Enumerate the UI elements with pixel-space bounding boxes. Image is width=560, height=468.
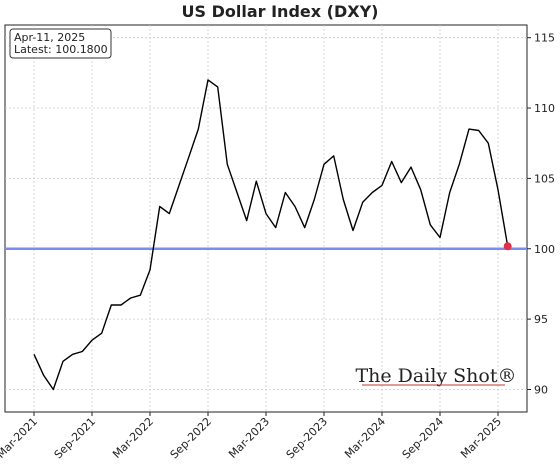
x-tick-label: Sep-2021 [52, 415, 98, 461]
y-tick-label: 90 [534, 383, 548, 396]
x-tick-label: Sep-2024 [400, 415, 446, 461]
x-tick-label: Mar-2022 [110, 415, 156, 461]
y-tick-label: 115 [534, 32, 555, 45]
x-tick-label: Mar-2024 [342, 415, 388, 461]
y-tick-label: 105 [534, 172, 555, 185]
x-tick-label: Mar-2021 [0, 415, 40, 461]
y-tick-label: 110 [534, 102, 555, 115]
x-tick-label: Sep-2023 [284, 415, 330, 461]
annotation-text: Latest: 100.1800 [14, 43, 108, 56]
data-line [33, 79, 509, 391]
chart-title: US Dollar Index (DXY) [182, 2, 379, 21]
last-point [503, 242, 512, 251]
x-tick-label: Sep-2022 [168, 415, 214, 461]
x-tick-label: Mar-2025 [458, 415, 504, 461]
y-tick-label: 95 [534, 313, 548, 326]
x-tick-label: Mar-2023 [226, 415, 272, 461]
watermark: The Daily Shot® [355, 365, 516, 387]
annotation-text: Apr-11, 2025 [14, 31, 85, 44]
annotation-box [9, 28, 112, 59]
y-tick-label: 100 [534, 243, 555, 256]
